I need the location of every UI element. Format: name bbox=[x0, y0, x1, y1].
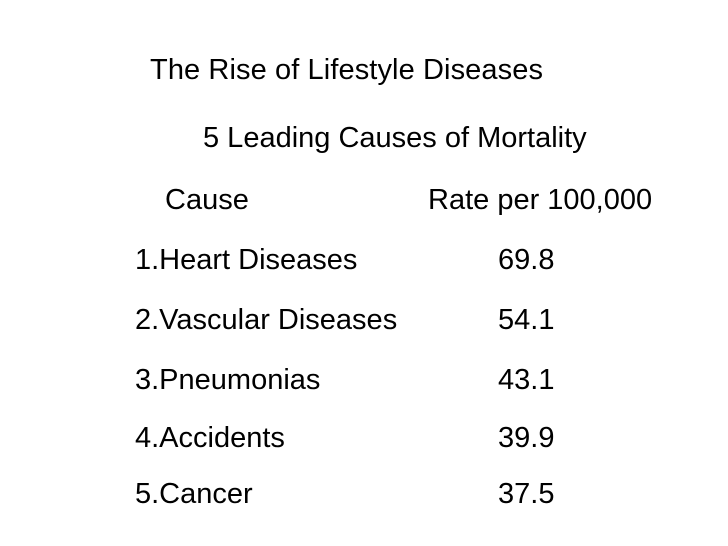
header-rate: Rate per 100,000 bbox=[428, 184, 653, 216]
slide-title: The Rise of Lifestyle Diseases bbox=[150, 54, 544, 86]
row-cause: 4.Accidents bbox=[135, 422, 285, 454]
row-rate: 69.8 bbox=[498, 244, 555, 276]
row-cause: 1.Heart Diseases bbox=[135, 244, 358, 276]
row-cause: 2.Vascular Diseases bbox=[135, 304, 398, 336]
row-rate: 54.1 bbox=[498, 304, 555, 336]
row-cause: 3.Pneumonias bbox=[135, 364, 321, 396]
slide-subtitle: 5 Leading Causes of Mortality bbox=[203, 122, 587, 154]
row-cause: 5.Cancer bbox=[135, 478, 253, 510]
header-cause: Cause bbox=[165, 184, 249, 216]
row-rate: 37.5 bbox=[498, 478, 555, 510]
row-rate: 39.9 bbox=[498, 422, 555, 454]
row-rate: 43.1 bbox=[498, 364, 555, 396]
